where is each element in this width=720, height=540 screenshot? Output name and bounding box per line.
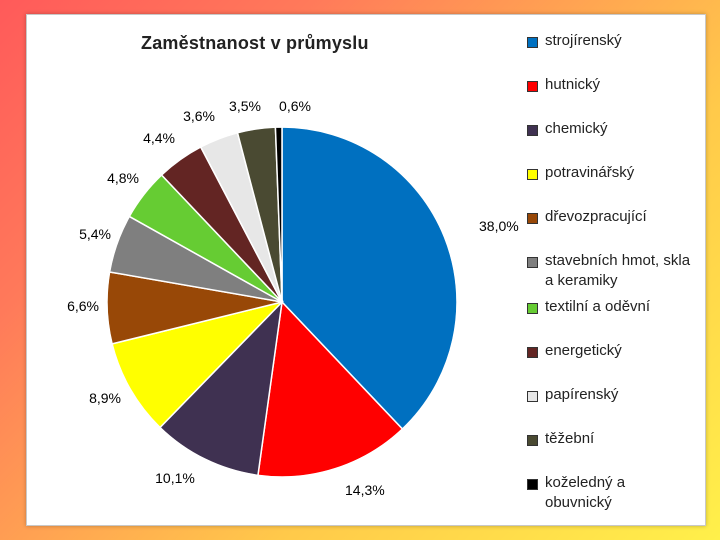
chart-title: Zaměstnanost v průmyslu (141, 33, 369, 53)
data-label: 38,0% (479, 218, 519, 234)
legend-item: strojírenský (527, 31, 695, 51)
legend-item: hutnický (527, 75, 695, 95)
legend-item: potravinářský (527, 163, 695, 183)
data-label: 10,1% (155, 470, 195, 486)
chart-panel: 38,0% 14,3% 10,1% 8,9% 6,6% 5,4% 4,8% 4,4% 3,6% 3… (26, 14, 706, 526)
legend-label: chemický (545, 120, 608, 137)
legend-item: energetický (527, 341, 695, 361)
legend-swatch (527, 37, 538, 48)
legend-swatch (527, 435, 538, 446)
legend-label: koželedný a obuvnický (545, 474, 626, 511)
data-label: 5,4% (79, 226, 111, 242)
legend-label: hutnický (545, 76, 601, 93)
legend-swatch (527, 213, 538, 224)
data-label: 3,6% (183, 108, 215, 124)
legend-swatch (527, 391, 538, 402)
legend-label: textilní a oděvní (545, 298, 651, 315)
pie-rim (106, 126, 458, 478)
legend-swatch (527, 347, 538, 358)
legend-item: koželedný a obuvnický (527, 473, 695, 513)
data-label: 8,9% (89, 390, 121, 406)
legend-swatch (527, 169, 538, 180)
data-label: 4,8% (107, 170, 139, 186)
data-label: 0,6% (279, 98, 311, 114)
legend-item: textilní a oděvní (527, 297, 695, 317)
legend-item: chemický (527, 119, 695, 139)
legend-label: papírenský (545, 386, 619, 403)
legend-swatch (527, 257, 538, 268)
data-label: 3,5% (229, 98, 261, 114)
legend-label: potravinářský (545, 164, 635, 181)
legend-item: papírenský (527, 385, 695, 405)
legend-label: těžební (545, 430, 595, 447)
legend-swatch (527, 81, 538, 92)
legend-item: těžební (527, 429, 695, 449)
legend-swatch (527, 125, 538, 136)
data-label: 14,3% (345, 482, 385, 498)
legend-label: strojírenský (545, 32, 622, 49)
legend-label: energetický (545, 342, 622, 359)
legend-swatch (527, 303, 538, 314)
data-label: 4,4% (143, 130, 175, 146)
legend-label: stavebních hmot, skla a keramiky (545, 252, 691, 289)
legend-swatch (527, 479, 538, 490)
data-label: 6,6% (67, 298, 99, 314)
legend-item: stavebních hmot, skla a keramiky (527, 251, 695, 291)
legend-label: dřevozpracující (545, 208, 647, 225)
pie-chart: 38,0% 14,3% 10,1% 8,9% 6,6% 5,4% 4,8% 4,4% 3,6% 3… (67, 98, 519, 498)
legend-item: dřevozpracující (527, 207, 695, 227)
